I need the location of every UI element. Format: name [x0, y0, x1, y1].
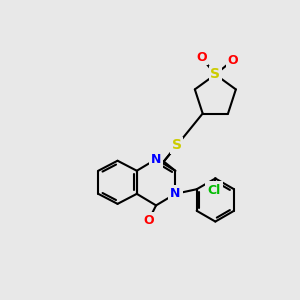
Text: Cl: Cl: [207, 184, 220, 196]
Text: O: O: [196, 51, 207, 64]
Text: S: S: [210, 68, 220, 82]
Text: S: S: [172, 138, 182, 152]
Text: O: O: [143, 214, 154, 227]
Text: O: O: [227, 54, 238, 67]
Text: N: N: [151, 153, 161, 166]
Text: N: N: [170, 187, 181, 200]
